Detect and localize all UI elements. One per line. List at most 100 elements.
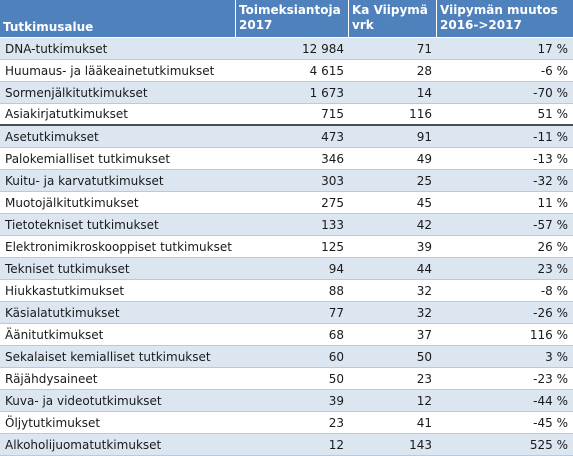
cell-orders: 346	[321, 151, 344, 166]
table-row: Asiakirjatutkimukset 715 116 51 %	[0, 104, 573, 126]
cell-area: Muotojälkitutkimukset	[5, 195, 139, 210]
table-row: Äänitutkimukset 68 37 116 %	[0, 324, 573, 346]
cell-delay: 12	[416, 393, 432, 408]
table-row: Huumaus- ja lääkeainetutkimukset 4 615 2…	[0, 60, 573, 82]
table-row: Tekniset tutkimukset 94 44 23 %	[0, 258, 573, 280]
cell-change: -8 %	[540, 283, 568, 298]
cell-area: Huumaus- ja lääkeainetutkimukset	[5, 63, 215, 78]
table-row: Elektronimikroskooppiset tutkimukset 125…	[0, 236, 573, 258]
cell-change: 11 %	[537, 195, 569, 210]
cell-change: -32 %	[533, 173, 568, 188]
header-orders: Toimeksiantoja 2017	[236, 0, 349, 38]
table-header: Tutkimusalue Toimeksiantoja 2017 Ka Viipy…	[0, 0, 573, 38]
cell-orders: 275	[321, 195, 344, 210]
table-row: Palokemialliset tutkimukset 346 49 -13 %	[0, 148, 573, 170]
table-body: DNA-tutkimukset 12 984 71 17 % Huumaus- …	[0, 38, 573, 456]
cell-orders: 125	[321, 239, 344, 254]
table-row: Öljytutkimukset 23 41 -45 %	[0, 412, 573, 434]
cell-area: Sormenjälkitutkimukset	[5, 85, 148, 100]
table-row: Alkoholijuomatutkimukset 12 143 525 %	[0, 434, 573, 456]
table-row: Hiukkastutkimukset 88 32 -8 %	[0, 280, 573, 302]
cell-area: Asetutkimukset	[5, 129, 99, 144]
cell-change: -11 %	[533, 129, 568, 144]
cell-delay: 25	[416, 173, 432, 188]
cell-change: -6 %	[540, 63, 568, 78]
cell-delay: 28	[416, 63, 432, 78]
cell-orders: 4 615	[309, 63, 344, 78]
header-orders-line1: Toimeksiantoja	[239, 3, 341, 17]
table-row: Sekalaiset kemialliset tutkimukset 60 50…	[0, 346, 573, 368]
cell-area: Räjähdysaineet	[5, 371, 98, 386]
header-orders-line2: 2017	[239, 18, 273, 32]
cell-change: 23 %	[537, 261, 569, 276]
cell-area: Tietotekniset tutkimukset	[5, 217, 159, 232]
cell-delay: 45	[416, 195, 432, 210]
cell-delay: 116	[409, 107, 432, 121]
table-row: Sormenjälkitutkimukset 1 673 14 -70 %	[0, 82, 573, 104]
cell-delay: 32	[416, 283, 432, 298]
table-row: DNA-tutkimukset 12 984 71 17 %	[0, 38, 573, 60]
cell-delay: 44	[416, 261, 432, 276]
table-row: Kuva- ja videotutkimukset 39 12 -44 %	[0, 390, 573, 412]
cell-change: -23 %	[533, 371, 568, 386]
cell-orders: 77	[328, 305, 344, 320]
cell-change: 26 %	[537, 239, 569, 254]
cell-delay: 71	[416, 41, 432, 56]
cell-area: Öljytutkimukset	[5, 415, 101, 430]
cell-orders: 715	[321, 107, 344, 121]
cell-delay: 41	[416, 415, 432, 430]
cell-orders: 473	[321, 129, 344, 144]
cell-area: Alkoholijuomatutkimukset	[5, 437, 162, 452]
cell-delay: 37	[416, 327, 432, 342]
header-area-label: Tutkimusalue	[3, 20, 94, 34]
cell-orders: 68	[328, 327, 344, 342]
cell-orders: 133	[321, 217, 344, 232]
cell-change: 17 %	[537, 41, 569, 56]
cell-area: Hiukkastutkimukset	[5, 283, 125, 298]
header-change-line1: Viipymän muutos	[440, 3, 558, 17]
cell-area: DNA-tutkimukset	[5, 41, 108, 56]
cell-area: Kuva- ja videotutkimukset	[5, 393, 162, 408]
table-row: Asetutkimukset 473 91 -11 %	[0, 126, 573, 148]
cell-delay: 23	[416, 371, 432, 386]
cell-change: -26 %	[533, 305, 568, 320]
cell-delay: 50	[416, 349, 432, 364]
cell-orders: 39	[328, 393, 344, 408]
table-row: Kuitu- ja karvatutkimukset 303 25 -32 %	[0, 170, 573, 192]
cell-delay: 32	[416, 305, 432, 320]
cell-orders: 94	[328, 261, 344, 276]
cell-delay: 42	[416, 217, 432, 232]
cell-area: Äänitutkimukset	[5, 327, 104, 342]
cell-delay: 143	[409, 437, 432, 452]
cell-orders: 1 673	[309, 85, 344, 100]
cell-area: Palokemialliset tutkimukset	[5, 151, 171, 166]
cell-area: Sekalaiset kemialliset tutkimukset	[5, 349, 211, 364]
cell-area: Elektronimikroskooppiset tutkimukset	[5, 239, 232, 254]
cell-delay: 91	[416, 129, 432, 144]
cell-area: Tekniset tutkimukset	[5, 261, 130, 276]
cell-orders: 60	[328, 349, 344, 364]
cell-orders: 88	[328, 283, 344, 298]
cell-delay: 39	[416, 239, 432, 254]
header-delay-line2: vrk	[352, 18, 374, 32]
cell-change: 3 %	[545, 349, 568, 364]
header-change: Viipymän muutos 2016->2017	[437, 0, 573, 38]
cell-change: 51 %	[537, 107, 569, 121]
cell-change: -13 %	[533, 151, 568, 166]
table-row: Käsialatutkimukset 77 32 -26 %	[0, 302, 573, 324]
cell-orders: 12 984	[302, 41, 344, 56]
cell-change: -57 %	[533, 217, 568, 232]
header-delay-line1: Ka Viipymä	[352, 3, 428, 17]
cell-delay: 14	[416, 85, 432, 100]
cell-orders: 12	[328, 437, 344, 452]
cell-change: -70 %	[533, 85, 568, 100]
cell-orders: 50	[328, 371, 344, 386]
cell-area: Asiakirjatutkimukset	[5, 107, 128, 121]
cell-area: Käsialatutkimukset	[5, 305, 120, 320]
cell-delay: 49	[416, 151, 432, 166]
cell-change: -44 %	[533, 393, 568, 408]
header-change-line2: 2016->2017	[440, 18, 522, 32]
cell-change: 116 %	[529, 327, 568, 342]
header-area: Tutkimusalue	[0, 0, 236, 38]
